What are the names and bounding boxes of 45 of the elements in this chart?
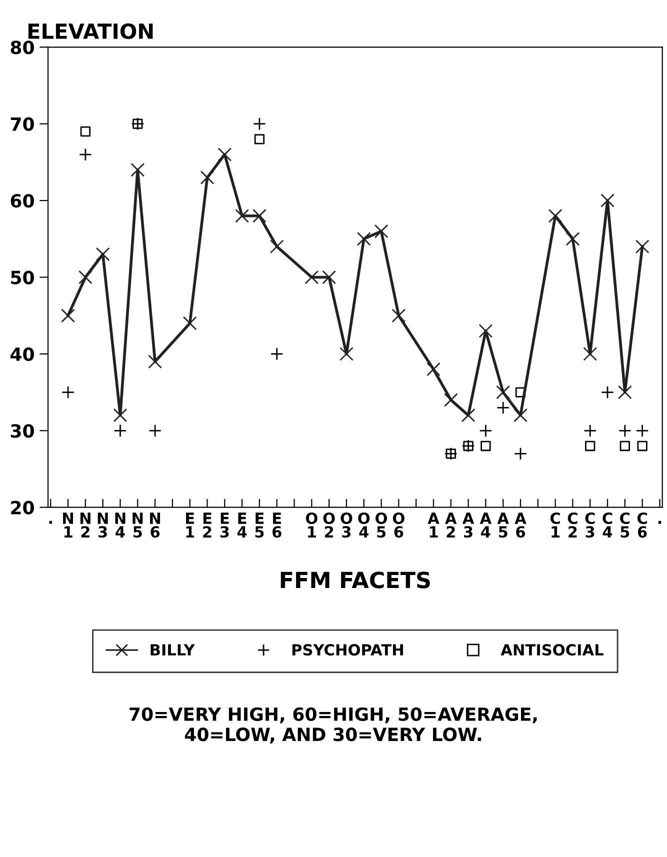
y-tick-label: 40	[10, 347, 34, 362]
x-tick-label: N 1	[63, 512, 74, 538]
x-tick-label: E 5	[255, 512, 264, 538]
text: 70=VERY HIGH, 60=HIGH, 50=AVERAGE, 40=LOW, AND 30=VERY LOW.	[130, 707, 537, 744]
x-tick-label: A 5	[497, 512, 509, 538]
chart-title: ELEVATION	[28, 23, 153, 40]
x-tick-label: O 4	[358, 512, 370, 538]
x-tick-label: E 3	[220, 512, 229, 538]
x-tick-label: C 5	[620, 512, 630, 538]
x-tick-label: N 2	[80, 512, 90, 538]
x-tick-label: N 5	[132, 512, 143, 538]
x-tick-label: C 2	[568, 512, 578, 538]
x-tick-label: A 2	[445, 512, 457, 538]
x-tick-label: C 1	[550, 512, 560, 538]
x-tick-label: E 6	[272, 512, 282, 538]
y-tick-label: 60	[10, 194, 34, 208]
x-tick-label: .	[49, 520, 52, 524]
x-tick-label: O 5	[376, 512, 388, 538]
y-tick-label: 70	[10, 117, 34, 131]
x-tick-label: N 4	[115, 512, 126, 538]
x-axis-title: FFM FACETS	[280, 572, 430, 588]
y-tick-label: 50	[11, 270, 34, 284]
legend-label: PSYCHOPATH	[292, 644, 403, 656]
x-tick-label: .	[658, 520, 662, 524]
x-tick-label: A 1	[428, 512, 440, 538]
y-tick-label: 20	[11, 500, 34, 514]
x-tick-label: O 1	[306, 512, 318, 538]
y-tick-label: 30	[10, 424, 34, 438]
x-tick-label: O 2	[323, 512, 335, 538]
x-tick-label: E 2	[203, 512, 212, 538]
x-tick-label: C 3	[585, 512, 595, 538]
x-tick-label: C 6	[637, 512, 647, 538]
legend-label: ANTISOCIAL	[500, 644, 604, 656]
x-tick-label: E 1	[186, 512, 194, 538]
x-tick-label: O 3	[340, 512, 352, 538]
x-tick-label: O 6	[392, 512, 404, 538]
x-tick-label: A 4	[480, 512, 492, 538]
x-tick-label: C 4	[602, 512, 612, 538]
y-tick-label: 80	[10, 40, 34, 54]
x-tick-label: E 4	[237, 512, 247, 538]
x-tick-label: N 3	[98, 512, 108, 538]
legend-label: BILLY	[150, 644, 195, 656]
x-tick-label: N 6	[150, 512, 160, 538]
x-tick-label: A 3	[462, 512, 474, 538]
x-tick-label: A 6	[514, 512, 526, 538]
